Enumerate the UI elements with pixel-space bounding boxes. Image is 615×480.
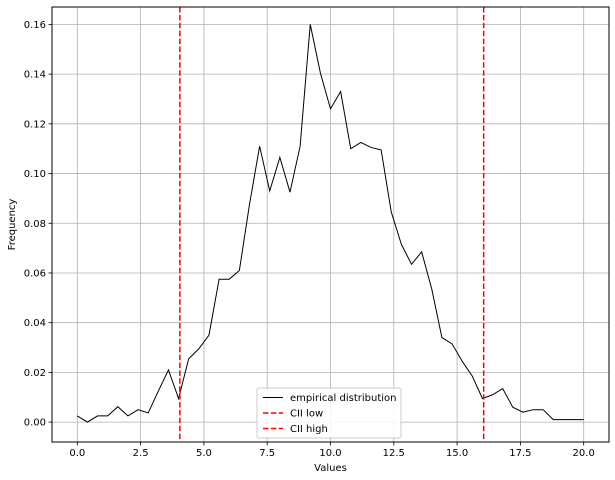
x-tick-label: 15.0 (446, 448, 468, 459)
grid (52, 7, 609, 442)
y-tick-label: 0.08 (24, 219, 46, 230)
y-tick-label: 0.06 (24, 268, 46, 279)
y-tick-label: 0.02 (24, 368, 46, 379)
y-tick-label: 0.10 (24, 169, 46, 180)
x-tick-label: 5.0 (196, 448, 212, 459)
y-tick-label: 0.14 (24, 70, 46, 81)
x-axis-label: Values (314, 463, 347, 474)
legend: empirical distribution CII low CII high (256, 387, 402, 439)
y-tick-label: 0.04 (24, 318, 46, 329)
legend-label: CII low (290, 409, 323, 420)
axis-ticks: 0.0 2.5 5.0 7.5 10.0 12.5 15.0 17.5 20.0 0.00 0.02… (24, 20, 595, 459)
x-tick-label: 0.0 (69, 448, 85, 459)
y-tick-label: 0.00 (24, 418, 46, 429)
y-axis-label: Frequency (7, 199, 18, 251)
legend-box (256, 387, 402, 439)
series-line-empirical-distribution (77, 24, 584, 423)
x-tick-label: 10.0 (319, 448, 341, 459)
x-tick-label: 20.0 (573, 448, 595, 459)
y-tick-label: 0.16 (24, 20, 46, 31)
x-tick-label: 12.5 (383, 448, 405, 459)
legend-label: empirical distribution (290, 393, 396, 404)
x-tick-label: 17.5 (509, 448, 531, 459)
plot-lines (77, 7, 584, 442)
legend-label: CII high (290, 424, 328, 435)
x-tick-label: 2.5 (133, 448, 149, 459)
y-tick-label: 0.12 (24, 119, 46, 130)
x-tick-label: 7.5 (259, 448, 275, 459)
